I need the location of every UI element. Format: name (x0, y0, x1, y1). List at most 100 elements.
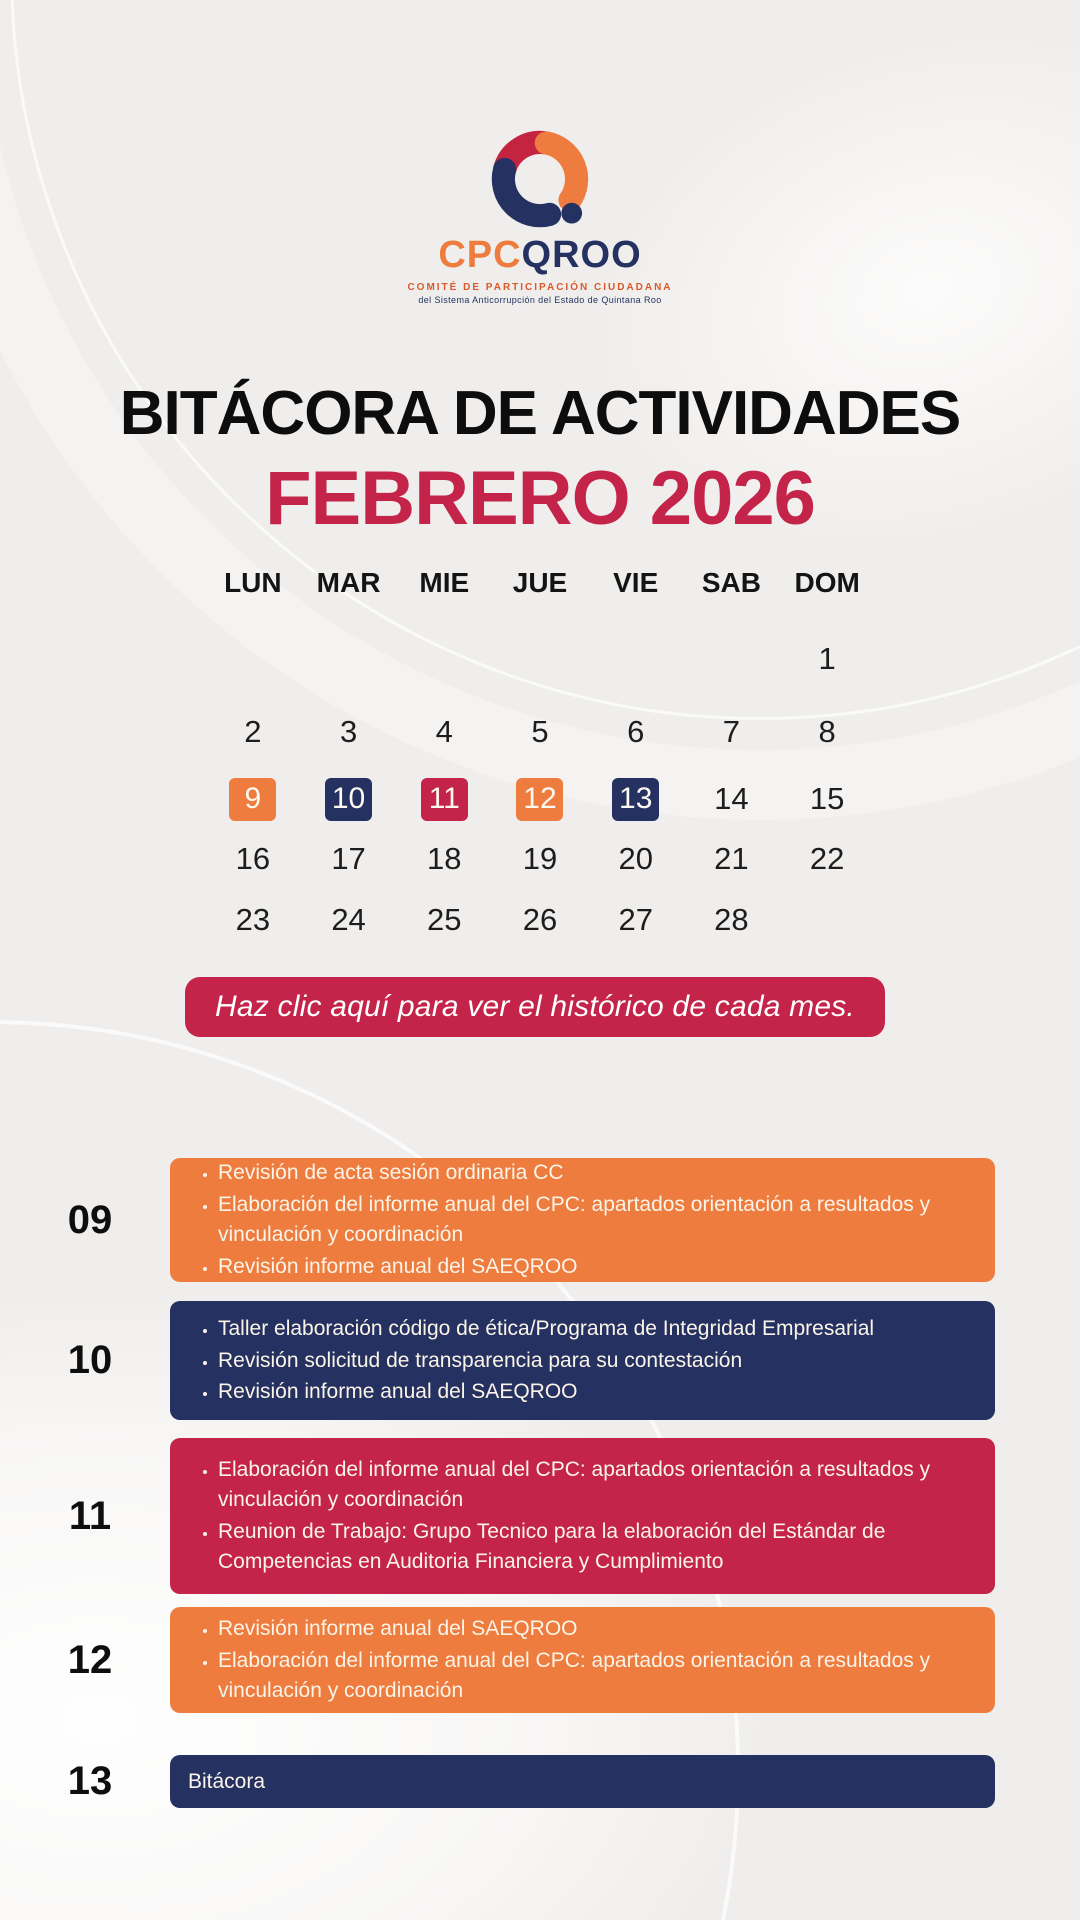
history-banner-label: Haz clic aquí para ver el histórico de c… (215, 990, 855, 1023)
entry-row-10: 10 Taller elaboración código de ética/Pro… (0, 1301, 1080, 1420)
calendar-day-number: 17 (331, 841, 366, 876)
calendar-day-5: 5 (492, 694, 588, 770)
calendar-day-6: 6 (588, 694, 684, 770)
calendar-day-7: 7 (684, 694, 780, 770)
background-highlight (0, 1300, 760, 1920)
calendar-week-row: 2 3 4 5 6 7 8 (205, 694, 875, 770)
calendar-day-9: 9 (205, 770, 301, 828)
brand-qroo: QROO (521, 234, 642, 276)
calendar-day-number[interactable]: 13 (612, 777, 660, 821)
entry-day-label: 10 (67, 1338, 113, 1382)
entry-item: Revisión de acta sesión ordinaria CC (218, 1158, 965, 1188)
calendar-day-17: 17 (301, 828, 397, 890)
calendar-weekday-mar: MAR (316, 567, 381, 598)
calendar-day-empty (588, 624, 684, 694)
entry-item: Bitácora (188, 1769, 266, 1793)
month-title: FEBRERO 2026 (265, 456, 816, 541)
calendar-day-21: 21 (684, 828, 780, 890)
entry-row-13: 13 Bitácora (0, 1755, 1080, 1808)
entry-row-09: 09 Revisión de acta sesión ordinaria CCEl… (0, 1158, 1080, 1282)
calendar-week-row: 9 10 11 12 13 14 15 (205, 770, 875, 828)
calendar-weekday-mie: MIE (419, 567, 470, 598)
calendar-day-number: 20 (618, 841, 653, 876)
calendar-day-number: 27 (618, 902, 653, 937)
brand-name: CPCQROO (0, 234, 1080, 277)
calendar-day-12: 12 (492, 770, 588, 828)
calendar-day-number[interactable]: 10 (325, 777, 373, 821)
calendar-day-empty (396, 624, 492, 694)
cpc-ring-icon (491, 130, 589, 228)
calendar-day-11: 11 (396, 770, 492, 828)
calendar-day-number[interactable]: 9 (229, 777, 277, 821)
entry-item: Taller elaboración código de ética/Progr… (218, 1314, 965, 1344)
calendar-weekdays: LUN MAR MIE JUE VIE SAB DOM (205, 560, 875, 606)
calendar-day-number: 4 (435, 714, 453, 749)
calendar-day-empty (684, 624, 780, 694)
calendar-day-number: 18 (427, 841, 462, 876)
calendar-day-number: 6 (627, 714, 645, 749)
brand-cpc: CPC (438, 234, 522, 276)
calendar-day-number[interactable]: 11 (420, 777, 468, 821)
calendar-day-16: 16 (205, 828, 301, 890)
calendar-week-row: 1 (205, 624, 875, 694)
calendar-day-20: 20 (588, 828, 684, 890)
calendar-day-number: 25 (427, 902, 462, 937)
calendar-day-26: 26 (492, 890, 588, 950)
entry-item-list: Elaboración del informe anual del CPC: a… (170, 1453, 995, 1578)
calendar-day-23: 23 (205, 890, 301, 950)
entry-item: Elaboración del informe anual del CPC: a… (218, 1190, 965, 1250)
calendar-day-14: 14 (684, 770, 780, 828)
entry-card-12: Revisión informe anual del SAEQROOElabor… (170, 1607, 995, 1713)
calendar-day-number: 26 (522, 902, 558, 937)
entry-item: Revisión informe anual del SAEQROO (218, 1252, 965, 1282)
entry-item: Revisión informe anual del SAEQROO (218, 1614, 965, 1644)
entry-day-label: 11 (68, 1493, 112, 1538)
calendar-day-number: 15 (809, 781, 845, 816)
entry-card-11: Elaboración del informe anual del CPC: a… (170, 1438, 995, 1594)
calendar-day-19: 19 (492, 828, 588, 890)
calendar-day-number: 24 (331, 902, 366, 937)
entry-day-label: 12 (67, 1637, 113, 1682)
calendar-week-row: 23 24 25 26 27 28 (205, 890, 875, 950)
calendar-day-number: 16 (235, 841, 271, 876)
entry-card-09: Revisión de acta sesión ordinaria CCElab… (170, 1158, 995, 1282)
calendar-day-24: 24 (301, 890, 397, 950)
calendar-day-3: 3 (301, 694, 397, 770)
calendar-day-15: 15 (779, 770, 875, 828)
calendar-day-number[interactable]: 12 (516, 777, 564, 821)
calendar-weekday-sab: SAB (701, 567, 761, 598)
calendar-day-number: 23 (235, 902, 271, 937)
calendar-day-number: 3 (339, 714, 358, 749)
calendar-day-number: 1 (818, 641, 836, 676)
entry-card-13: Bitácora (170, 1755, 995, 1808)
entry-item-list: Revisión de acta sesión ordinaria CCElab… (170, 1156, 995, 1283)
calendar-day-4: 4 (396, 694, 492, 770)
cpc-qroo-logo: CPCQROO COMITÉ DE PARTICIPACIÓN CIUDADAN… (0, 118, 1080, 305)
calendar-day-2: 2 (205, 694, 301, 770)
page-title: BITÁCORA DE ACTIVIDADES (119, 379, 961, 448)
calendar-day-number: 8 (818, 714, 836, 749)
calendar-weekday-dom: DOM (794, 567, 860, 598)
entry-item: Revisión informe anual del SAEQROO (218, 1377, 965, 1407)
entry-day-label: 09 (67, 1197, 113, 1242)
logo-subtitle-2: del Sistema Anticorrupción del Estado de… (418, 295, 662, 305)
calendar-day-25: 25 (396, 890, 492, 950)
entry-item: Revisión solicitud de transparencia para… (218, 1346, 965, 1376)
calendar: LUN MAR MIE JUE VIE SAB DOM 1 2 3 4 5 6 7 8 9 10 11 12 13 1… (205, 560, 875, 950)
entry-row-11: 11 Elaboración del informe anual del CPC:… (0, 1438, 1080, 1594)
history-banner-button[interactable]: Haz clic aquí para ver el histórico de c… (185, 977, 885, 1037)
calendar-day-number: 2 (244, 714, 262, 749)
calendar-week-row: 16 17 18 19 20 21 22 (205, 828, 875, 890)
logo-subtitle-1: COMITÉ DE PARTICIPACIÓN CIUDADANA (407, 282, 673, 293)
entry-item-list: Taller elaboración código de ética/Progr… (170, 1312, 995, 1409)
calendar-day-empty (205, 624, 301, 694)
calendar-day-empty (779, 890, 875, 950)
entry-item: Elaboración del informe anual del CPC: a… (218, 1455, 965, 1515)
calendar-day-number: 19 (522, 841, 558, 876)
calendar-weekday-lun: LUN (224, 567, 282, 598)
calendar-day-1: 1 (779, 624, 875, 694)
calendar-day-number: 5 (531, 714, 549, 749)
calendar-day-28: 28 (684, 890, 780, 950)
calendar-weekday-vie: VIE (613, 567, 659, 598)
